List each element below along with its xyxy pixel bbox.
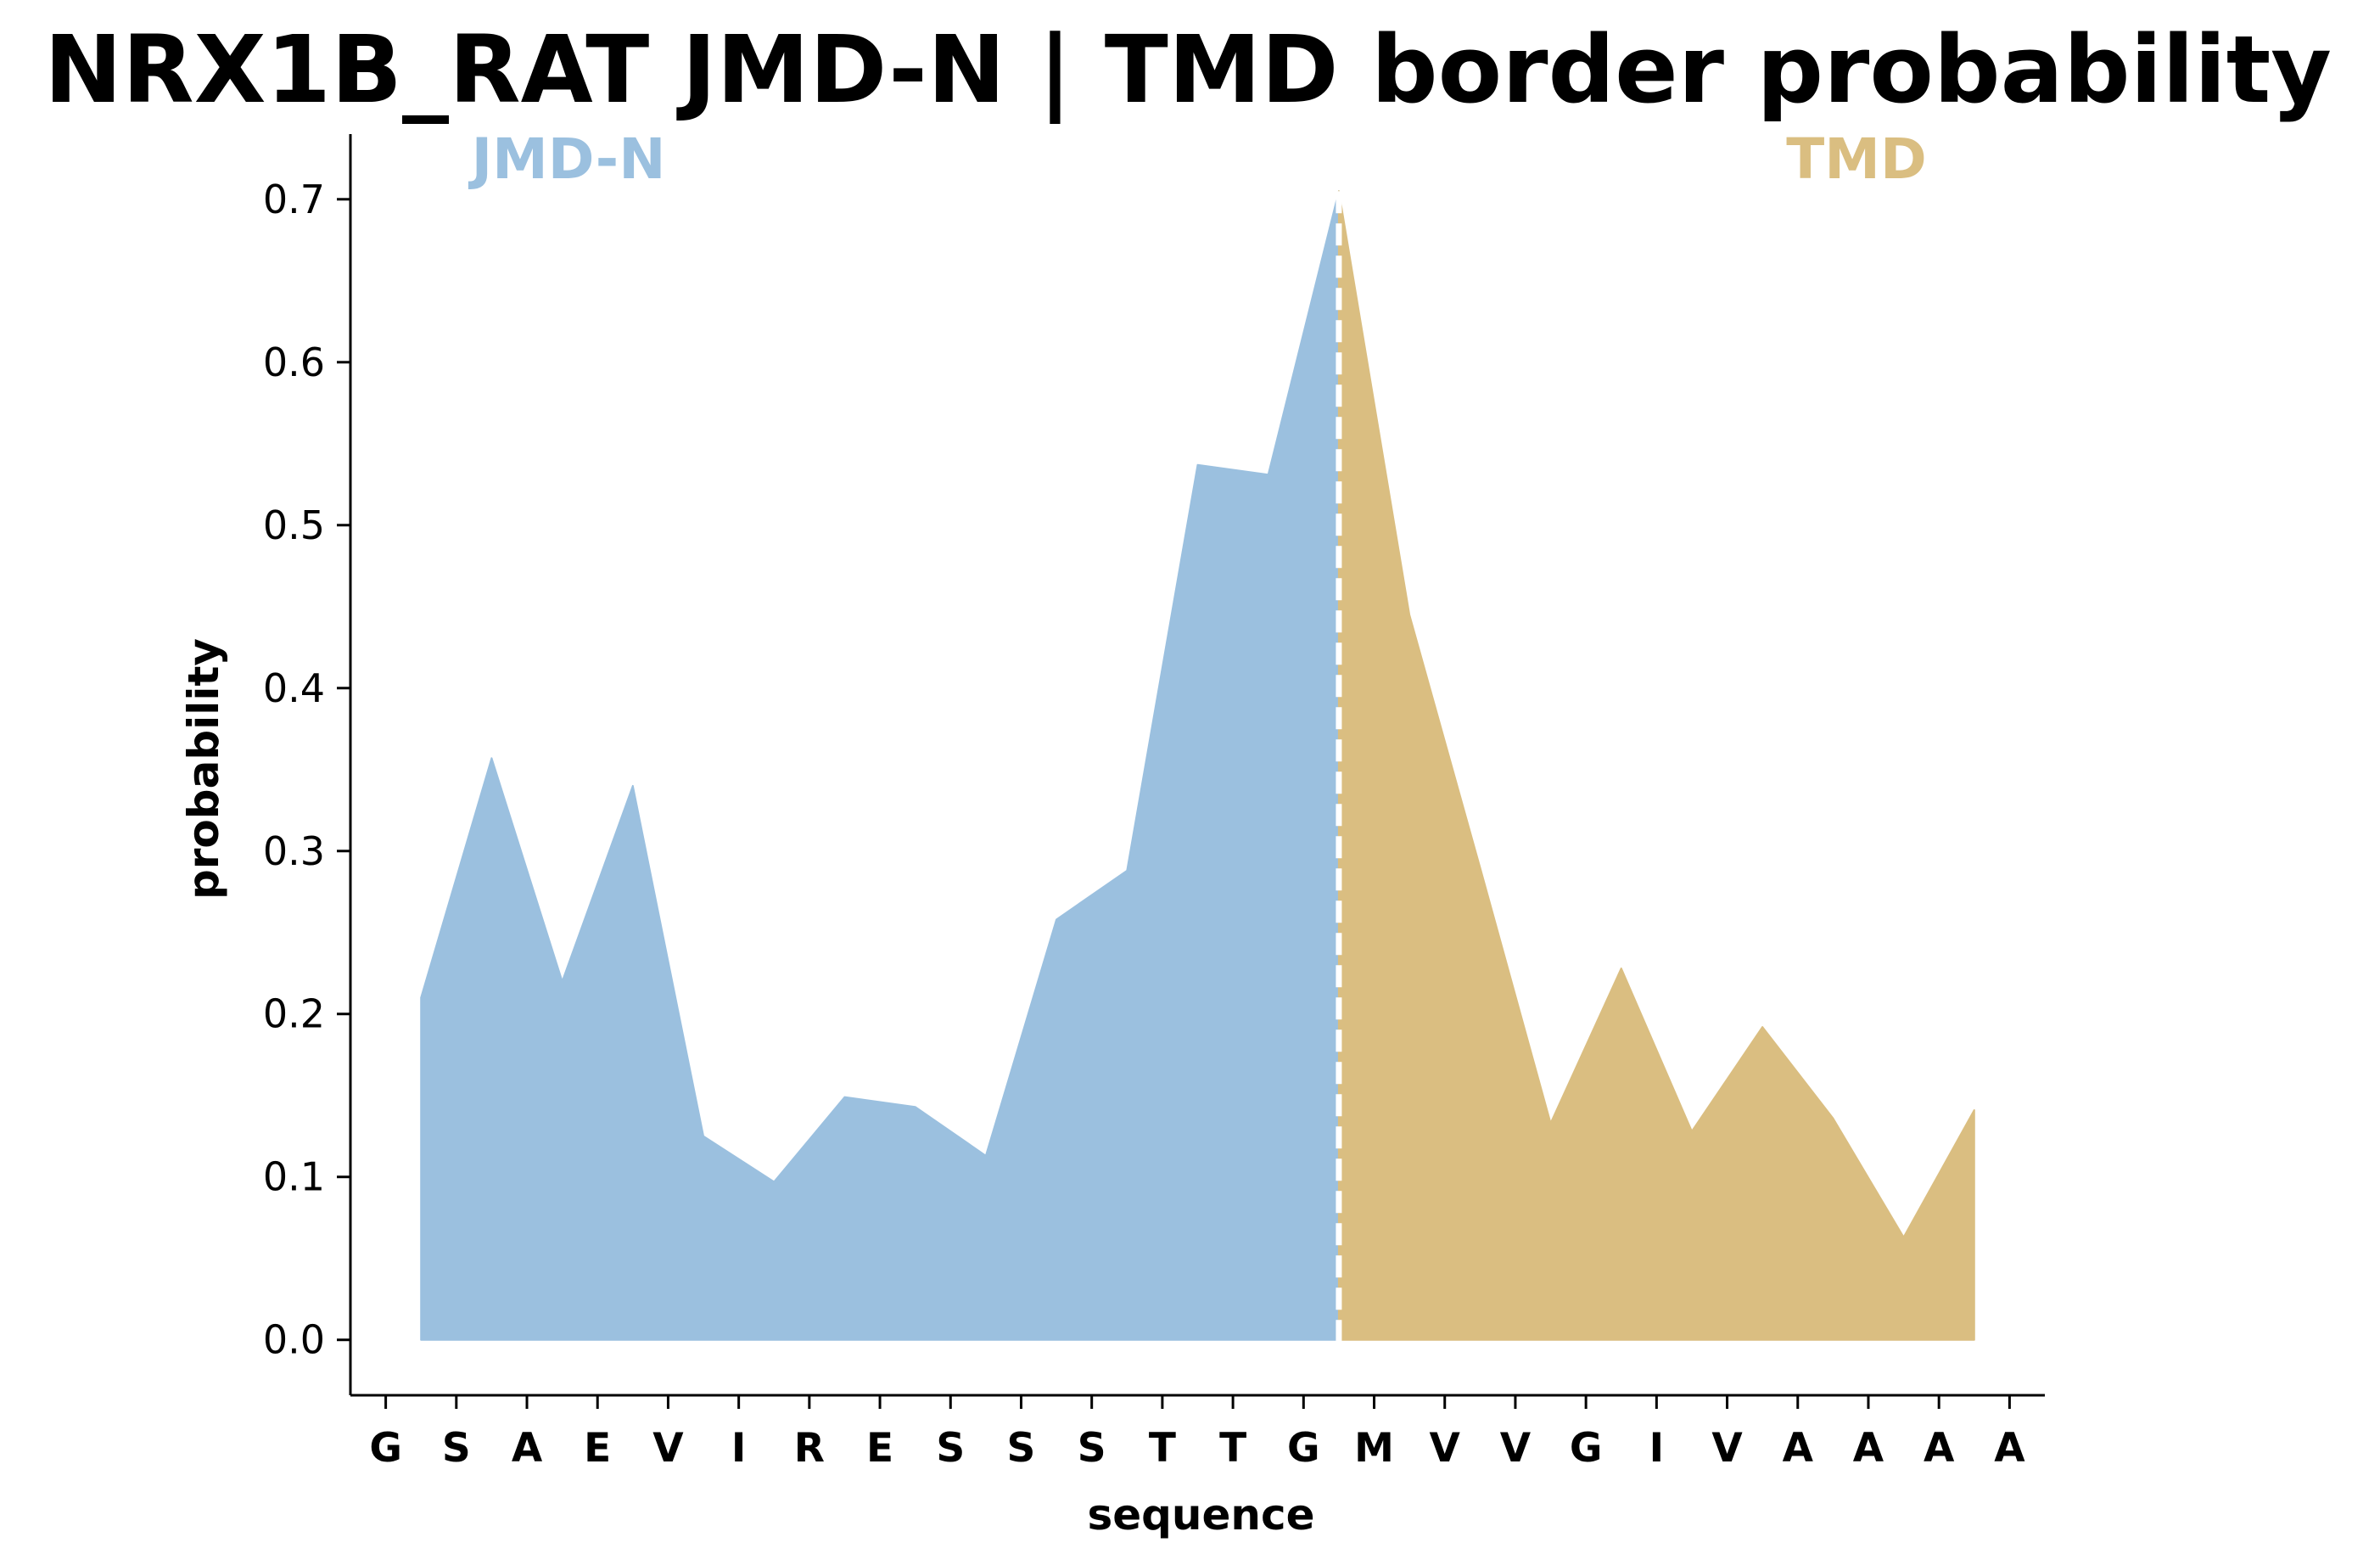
x-tick-label: A — [512, 1425, 543, 1472]
y-tick-label: 0.4 — [263, 665, 325, 711]
x-tick-label: T — [1149, 1425, 1176, 1472]
axes — [349, 134, 2045, 1397]
y-tick-label: 0.0 — [263, 1317, 325, 1363]
x-tick-label: V — [1711, 1425, 1743, 1472]
x-tick-label: S — [936, 1425, 965, 1472]
x-tick-label: G — [369, 1425, 402, 1472]
x-tick-label: I — [1649, 1425, 1665, 1472]
x-tick-label: A — [1924, 1425, 1955, 1472]
x-tick-label: V — [652, 1425, 684, 1472]
area-tmd — [1337, 190, 1975, 1341]
x-tick-label: R — [794, 1425, 825, 1472]
x-tick-label: S — [1007, 1425, 1036, 1472]
x-tick-label: T — [1219, 1425, 1246, 1472]
x-tick-label: M — [1354, 1425, 1394, 1472]
area-jmd-n — [420, 190, 1340, 1341]
x-tick-label: G — [1570, 1425, 1603, 1472]
y-tick-label: 0.5 — [263, 502, 325, 548]
y-tick-label: 0.7 — [263, 177, 325, 222]
x-tick-label: A — [1853, 1425, 1884, 1472]
x-tick-label: I — [731, 1425, 747, 1472]
x-tick-label: V — [1500, 1425, 1532, 1472]
region-label-jmd-n: JMD-N — [468, 126, 666, 192]
x-axis-label: sequence — [1087, 1490, 1314, 1540]
x-tick-label: E — [866, 1425, 893, 1472]
y-axis-label: probability — [179, 638, 228, 900]
x-tick-label: E — [584, 1425, 611, 1472]
x-tick-label: A — [1994, 1425, 2025, 1472]
x-tick-label: S — [1078, 1425, 1106, 1472]
y-axis-ticks: 0.0 0.1 0.2 0.3 0.4 0.5 0.6 0.7 — [263, 177, 350, 1363]
y-tick-label: 0.2 — [263, 991, 325, 1037]
chart-title: NRX1B_RAT JMD-N | TMD border probability — [44, 15, 2332, 125]
region-label-tmd: TMD — [1786, 126, 1926, 192]
x-tick-label: V — [1430, 1425, 1461, 1472]
x-tick-label: A — [1783, 1425, 1814, 1472]
x-tick-label: G — [1287, 1425, 1320, 1472]
y-tick-label: 0.1 — [263, 1154, 325, 1200]
y-tick-label: 0.3 — [263, 828, 325, 874]
x-tick-label: S — [442, 1425, 471, 1472]
y-tick-label: 0.6 — [263, 339, 325, 385]
probability-areas — [420, 190, 1975, 1341]
